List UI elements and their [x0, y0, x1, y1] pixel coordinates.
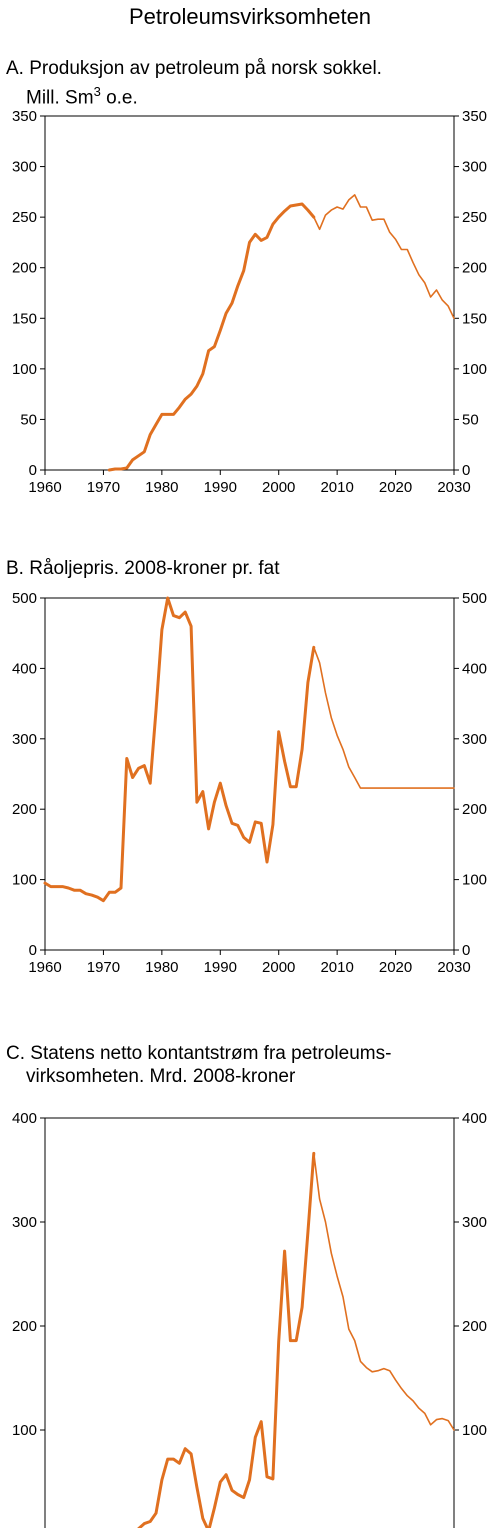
- chart-a-production: 0 0 50 50 100 100 150 150 200 200 250 250 300 300 350 3…: [12, 108, 487, 496]
- y-tick-label-left: 300: [12, 731, 37, 748]
- y-tick-label-right: 400: [462, 660, 487, 677]
- x-tick-label: 2030: [437, 479, 470, 496]
- y-tick-label-left: 200: [12, 1318, 37, 1335]
- x-tick-label: 1970: [87, 479, 120, 496]
- y-tick-label-left: 250: [12, 209, 37, 226]
- y-tick-label-right: 300: [462, 731, 487, 748]
- plot-frame: [44, 597, 455, 951]
- y-tick-label-right: 250: [462, 209, 487, 226]
- series-line-projection: [312, 194, 455, 320]
- y-tick-label-right: 200: [462, 801, 487, 818]
- x-tick-label: 1960: [28, 479, 61, 496]
- y-tick-label-right: 100: [462, 872, 487, 889]
- panel-c-title-line2: virksomheten. Mrd. 2008-kroner: [26, 1066, 296, 1087]
- y-tick-label-left: 0: [29, 462, 37, 479]
- panel-a-title: A. Produksjon av petroleum på norsk sokk…: [6, 57, 382, 109]
- y-tick-label-right: 150: [462, 310, 487, 327]
- y-tick-label-right: 300: [462, 1214, 487, 1231]
- plot-frame: [44, 1117, 455, 1528]
- y-tick-label-left: 300: [12, 159, 37, 176]
- y-tick-label-right: 400: [462, 1110, 487, 1127]
- panel-c-title-line1: C. Statens netto kontantstrøm fra petrol…: [6, 1043, 392, 1064]
- y-tick-label-right: 300: [462, 159, 487, 176]
- y-tick-label-right: 50: [462, 411, 479, 428]
- y-tick-label-right: 200: [462, 260, 487, 277]
- panel-a-unit-suffix: o.e.: [100, 87, 138, 109]
- x-tick-label: 1980: [145, 479, 178, 496]
- panel-a-title-line1: A. Produksjon av petroleum på norsk sokk…: [6, 58, 382, 79]
- x-tick-label: 1990: [204, 959, 237, 976]
- panel-a-unit: Mill. Sm: [26, 87, 94, 109]
- x-tick-label: 2030: [437, 959, 470, 976]
- y-tick-label-left: 300: [12, 1214, 37, 1231]
- x-tick-label: 2010: [320, 959, 353, 976]
- y-tick-label-left: 200: [12, 801, 37, 818]
- series-line-historical: [43, 596, 316, 903]
- y-tick-label-left: 400: [12, 660, 37, 677]
- y-tick-label-right: 200: [462, 1318, 487, 1335]
- y-tick-label-left: 500: [12, 590, 37, 607]
- y-tick-label-left: 50: [20, 411, 37, 428]
- y-tick-label-right: 100: [462, 361, 487, 378]
- x-tick-label: 1980: [145, 959, 178, 976]
- panel-a-unit-superscript: 3: [93, 84, 101, 99]
- series-line-historical: [137, 1151, 316, 1528]
- y-tick-label-right: 350: [462, 108, 487, 125]
- series-line-projection: [312, 646, 455, 789]
- y-tick-label-left: 200: [12, 260, 37, 277]
- y-tick-label-left: 400: [12, 1110, 37, 1127]
- y-tick-label-right: 500: [462, 590, 487, 607]
- panel-b-title: B. Råoljepris. 2008-kroner pr. fat: [6, 557, 280, 580]
- y-tick-label-left: 150: [12, 310, 37, 327]
- x-tick-label: 1970: [87, 959, 120, 976]
- panel-a-title-line2: Mill. Sm3 o.e.: [6, 80, 382, 109]
- x-tick-label: 2000: [262, 479, 295, 496]
- page-title: Petroleumsvirksomheten: [128, 4, 372, 29]
- y-tick-label-left: 350: [12, 108, 37, 125]
- plot-frame: [44, 115, 455, 471]
- x-tick-label: 2020: [379, 479, 412, 496]
- y-tick-label-left: 100: [12, 1422, 37, 1439]
- panel-b-title-line1: B. Råoljepris. 2008-kroner pr. fat: [6, 558, 280, 579]
- y-tick-label-right: 100: [462, 1422, 487, 1439]
- chart-c-cash-flow: 0010010020020030030040040019601970198019…: [12, 1110, 487, 1528]
- x-tick-label: 2020: [379, 959, 412, 976]
- x-tick-label: 1990: [204, 479, 237, 496]
- series-line-projection: [312, 1152, 455, 1431]
- x-tick-label: 2000: [262, 959, 295, 976]
- chart-b-oil-price: 0 0 100 100 200 200 300 300 400 400 500 500 1960 1970…: [12, 590, 487, 976]
- y-tick-label-left: 100: [12, 872, 37, 889]
- y-tick-label-left: 0: [29, 942, 37, 959]
- panel-c-title: C. Statens netto kontantstrøm fra petrol…: [6, 1042, 391, 1088]
- y-tick-label-right: 0: [462, 462, 470, 479]
- x-tick-label: 2010: [320, 479, 353, 496]
- x-tick-label: 1960: [28, 959, 61, 976]
- y-tick-label-left: 100: [12, 361, 37, 378]
- series-line-historical: [107, 202, 316, 472]
- y-tick-label-right: 0: [462, 942, 470, 959]
